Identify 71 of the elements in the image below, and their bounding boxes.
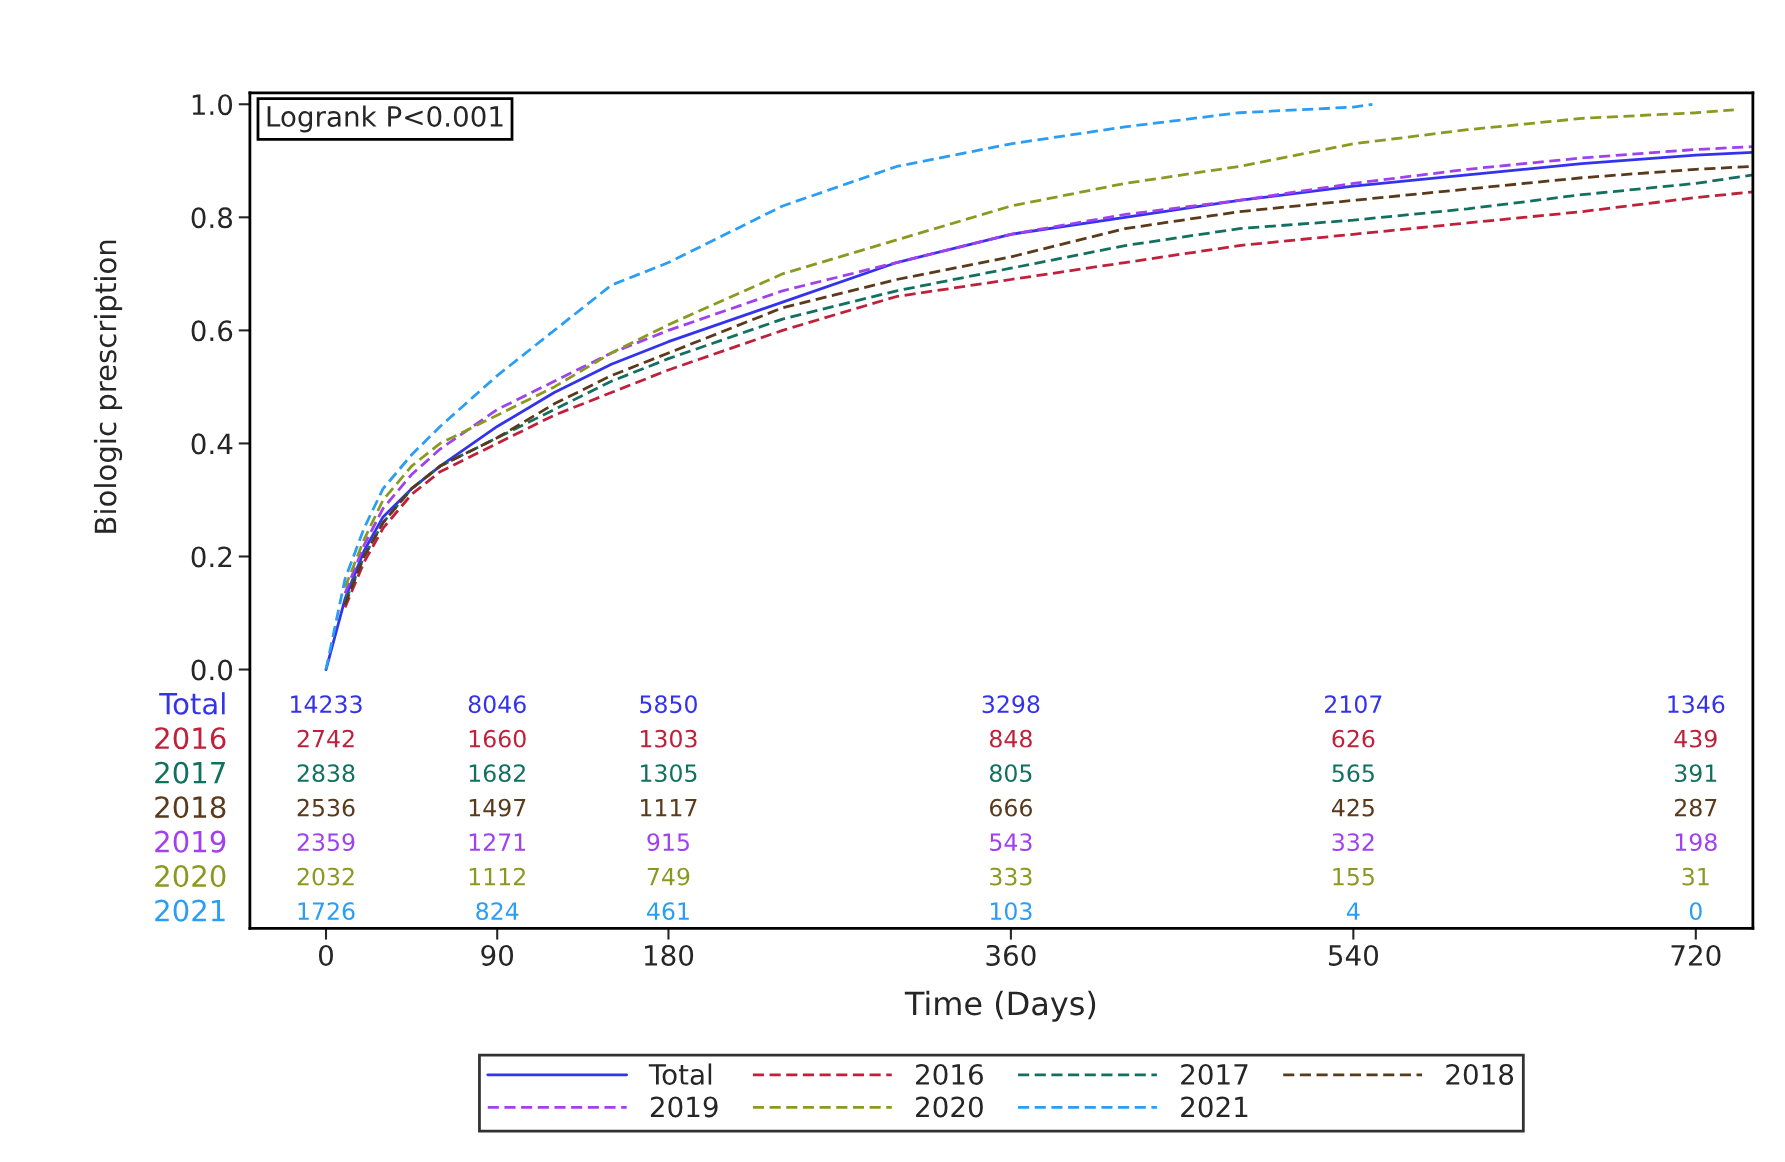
text: Total — [159, 692, 225, 715]
annotation: 2742 — [297, 729, 354, 748]
annotation: 1117 — [641, 799, 697, 817]
annotation: 2359 — [297, 833, 355, 852]
y-tick-label: 0.8 — [191, 207, 233, 229]
annotation: 4 — [1346, 902, 1360, 920]
annotation: 0 — [1689, 902, 1702, 921]
text: 2020 — [155, 865, 226, 888]
text: 2017 — [155, 761, 225, 784]
legend-label: 2017 — [1181, 1063, 1248, 1085]
annotation: 198 — [1675, 833, 1717, 852]
legend-label: 2016 — [916, 1063, 983, 1085]
annotation: 8046 — [468, 695, 526, 714]
annotation: 1305 — [641, 764, 697, 783]
annotation: 805 — [989, 764, 1032, 783]
text: 2018 — [155, 796, 226, 819]
annotation: 749 — [647, 867, 690, 886]
annotation: Logrank P<0.001 — [267, 105, 503, 133]
annotation: 332 — [1332, 833, 1374, 852]
annotation: 626 — [1332, 729, 1375, 748]
y-axis-title: Biologic prescription — [93, 240, 123, 533]
x-axis-title: Time (Days) — [904, 990, 1096, 1022]
annotation: 848 — [989, 729, 1032, 748]
annotation: 565 — [1332, 764, 1374, 783]
annotation: 2032 — [297, 867, 354, 886]
text: 2016 — [155, 727, 226, 750]
text: 2019 — [155, 830, 226, 853]
annotation: 391 — [1675, 764, 1717, 783]
annotation: 103 — [990, 902, 1032, 921]
annotation: 2107 — [1325, 695, 1382, 714]
legend-label: 2018 — [1446, 1063, 1514, 1085]
y-tick-label: 1.0 — [192, 94, 233, 116]
legend-label: 2019 — [650, 1096, 718, 1118]
x-tick-label: 0 — [318, 944, 333, 966]
legend-label: 2021 — [1181, 1096, 1248, 1118]
annotation: 425 — [1331, 798, 1374, 817]
annotation: 439 — [1674, 729, 1717, 748]
annotation: 155 — [1333, 867, 1374, 886]
annotation: 1271 — [469, 833, 526, 851]
annotation: 287 — [1674, 798, 1717, 817]
annotation: 824 — [476, 902, 519, 921]
annotation: 2838 — [297, 764, 355, 783]
y-tick-label: 0.4 — [191, 433, 233, 455]
annotation: 5850 — [640, 695, 697, 714]
annotation: 1497 — [469, 798, 526, 817]
y-tick-label: 0.6 — [191, 320, 233, 342]
annotation: 333 — [990, 867, 1032, 886]
x-tick-label: 540 — [1328, 944, 1379, 966]
legend-label: 2020 — [916, 1096, 983, 1118]
annotation: 915 — [647, 833, 689, 852]
legend-label: Total — [648, 1063, 712, 1085]
text: 2021 — [155, 899, 225, 922]
y-tick-label: 0.0 — [191, 659, 233, 681]
annotation: 461 — [647, 902, 689, 921]
y-tick-label: 0.2 — [191, 546, 232, 568]
annotation: 666 — [990, 798, 1032, 817]
annotation: 1682 — [469, 764, 525, 783]
annotation: 1112 — [469, 867, 525, 886]
annotation: 1660 — [469, 729, 526, 748]
annotation: 14233 — [291, 695, 362, 714]
annotation: 1303 — [641, 729, 697, 748]
annotation: 1346 — [1668, 695, 1725, 714]
annotation: 2536 — [297, 798, 355, 817]
x-tick-label: 180 — [644, 944, 694, 966]
x-tick-label: 90 — [481, 944, 514, 966]
annotation: 31 — [1682, 867, 1709, 886]
annotation: 543 — [990, 833, 1032, 852]
x-tick-label: 720 — [1671, 944, 1721, 966]
x-tick-label: 360 — [986, 944, 1036, 966]
annotation: 1726 — [298, 902, 355, 921]
annotation: 3298 — [982, 695, 1040, 714]
